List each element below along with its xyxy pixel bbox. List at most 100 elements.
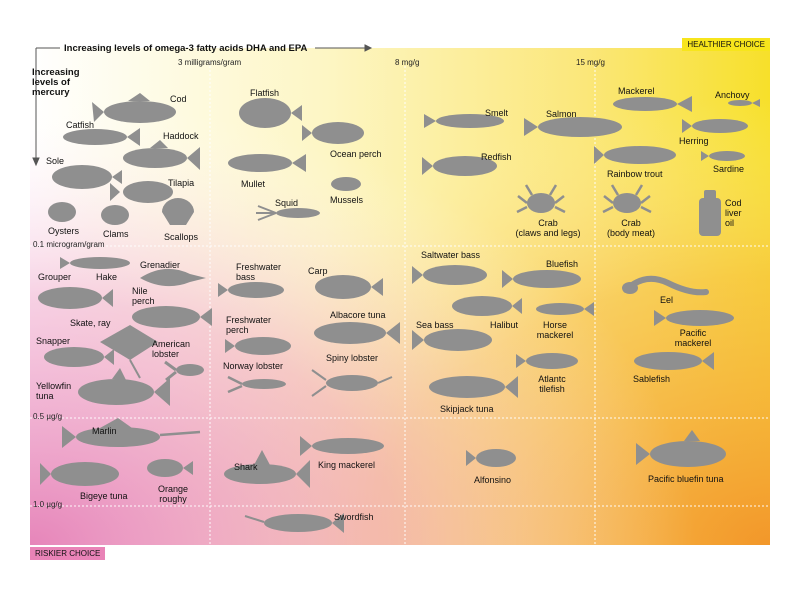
species-label: Saltwater bass: [421, 250, 481, 260]
species-label: Snapper: [36, 336, 71, 346]
saltwater-bass-icon: [412, 265, 487, 285]
species-label: Cod liver oil: [725, 198, 742, 228]
haddock-icon: [123, 140, 200, 170]
species-label: Sea bass: [416, 320, 454, 330]
species-label: Shark: [234, 462, 258, 472]
species-label: Bigeye tuna: [80, 491, 128, 501]
mullet-icon: [228, 154, 306, 172]
oyster-icon: [48, 202, 76, 222]
omega-scale-15: 15 mg/g: [576, 58, 605, 67]
salmon-icon: [524, 117, 622, 137]
species-label: Pacific mackerel: [674, 328, 712, 348]
species-label: Oysters: [48, 226, 80, 236]
ray-icon: [100, 325, 158, 379]
tuna-icon: [78, 368, 170, 406]
ocean-perch-icon: [302, 122, 364, 144]
species-label: Cod: [170, 94, 187, 104]
species-label: Grouper: [38, 272, 72, 282]
omega-scale-3: 3 milligrams/gram: [178, 58, 242, 67]
bluefish-icon: [502, 270, 581, 288]
species-label: Norway lobster: [223, 361, 284, 371]
species-label: Spiny lobster: [326, 353, 379, 363]
marlin-icon: [62, 418, 201, 448]
species-label: Ocean perch: [330, 149, 382, 159]
hake-icon: [60, 257, 130, 269]
fish-silhouettes: [38, 93, 760, 533]
species-label: Sardine: [713, 164, 745, 174]
species-label: King mackerel: [318, 460, 376, 470]
species-label: Alfonsino: [474, 475, 512, 485]
species-label: Flatfish: [250, 88, 280, 98]
species-label: Swordfish: [334, 512, 374, 522]
species-label: Catfish: [66, 120, 95, 130]
species-label: Yellowfin tuna: [36, 381, 72, 401]
tilefish-icon: [516, 353, 578, 369]
freshwater-bass-icon: [218, 282, 284, 298]
eel-icon: [622, 275, 709, 296]
species-label: Smelt: [485, 108, 509, 118]
species-label: Orange roughy: [157, 484, 189, 504]
crab-icon: [516, 184, 566, 214]
species-label: Mussels: [330, 195, 364, 205]
nile-perch-icon: [132, 306, 212, 328]
sole-icon: [52, 165, 122, 189]
skipjack-tuna-icon: [429, 376, 518, 398]
riskier-badge: RISKIER CHOICE: [30, 547, 106, 560]
squid-icon: [256, 205, 320, 221]
flatfish-icon: [239, 98, 302, 128]
species-label: Crab (claws and legs): [515, 218, 581, 238]
species-label: Squid: [275, 198, 299, 208]
species-label: Mackerel: [618, 86, 655, 96]
redfish-icon: [422, 156, 497, 176]
herring-icon: [682, 119, 748, 133]
species-label: Atlantc tilefish: [538, 374, 566, 394]
species-label: Anchovy: [715, 90, 750, 100]
pacific-bluefin-tuna-icon: [636, 430, 726, 467]
grouper-icon: [38, 287, 113, 309]
species-label: Sole: [46, 156, 65, 166]
carp-icon: [315, 275, 383, 299]
sardine-icon: [701, 151, 745, 161]
king-mackerel-icon: [300, 436, 384, 456]
tilapia-icon: [110, 181, 173, 203]
bottle-icon: [699, 190, 721, 236]
mercury-scale-0-5: 0.5 µg/g: [33, 412, 63, 421]
healthier-badge: HEALTHIER CHOICE: [682, 38, 770, 51]
species-label: Freshwater perch: [226, 315, 272, 335]
mercury-scale-0-1: 0.1 microgram/gram: [33, 240, 105, 249]
species-label: Rainbow trout: [607, 169, 663, 179]
pacific-mackerel-icon: [654, 310, 734, 326]
species-label: Scallops: [164, 232, 199, 242]
mackerel-icon: [613, 96, 692, 112]
anchovy-icon: [728, 99, 760, 107]
spiny-lobster-icon: [311, 369, 393, 397]
species-label: American lobster: [152, 339, 191, 359]
species-label: Freshwater bass: [236, 262, 282, 282]
albacore-tuna-icon: [314, 322, 400, 344]
axis-arrows: [32, 44, 373, 167]
halibut-icon: [452, 296, 522, 316]
species-label: Crab (body meat): [606, 218, 656, 238]
swordfish-icon: [244, 513, 344, 533]
norway-lobster-icon: [227, 375, 286, 394]
species-label: Bluefish: [546, 259, 579, 269]
species-label: Pacific bluefin tuna: [648, 474, 724, 484]
species-label: Haddock: [163, 131, 199, 141]
species-label: Tilapia: [168, 178, 195, 188]
species-label: Marlin: [92, 426, 117, 436]
crab-icon: [602, 184, 652, 214]
sea-bass-icon: [412, 329, 492, 351]
cod-icon: [92, 93, 176, 123]
species-label: Carp: [308, 266, 328, 276]
species-label: Sablefish: [633, 374, 671, 384]
rainbow-trout-icon: [594, 146, 676, 164]
catfish-icon: [63, 128, 140, 146]
species-label: Herring: [679, 136, 709, 146]
alfonsino-icon: [466, 449, 516, 467]
species-label: Redfish: [481, 152, 512, 162]
species-label: Grenadier: [140, 260, 181, 270]
species-label: Eel: [660, 295, 674, 305]
bigeye-tuna-icon: [40, 462, 119, 486]
scallop-icon: [162, 198, 194, 225]
